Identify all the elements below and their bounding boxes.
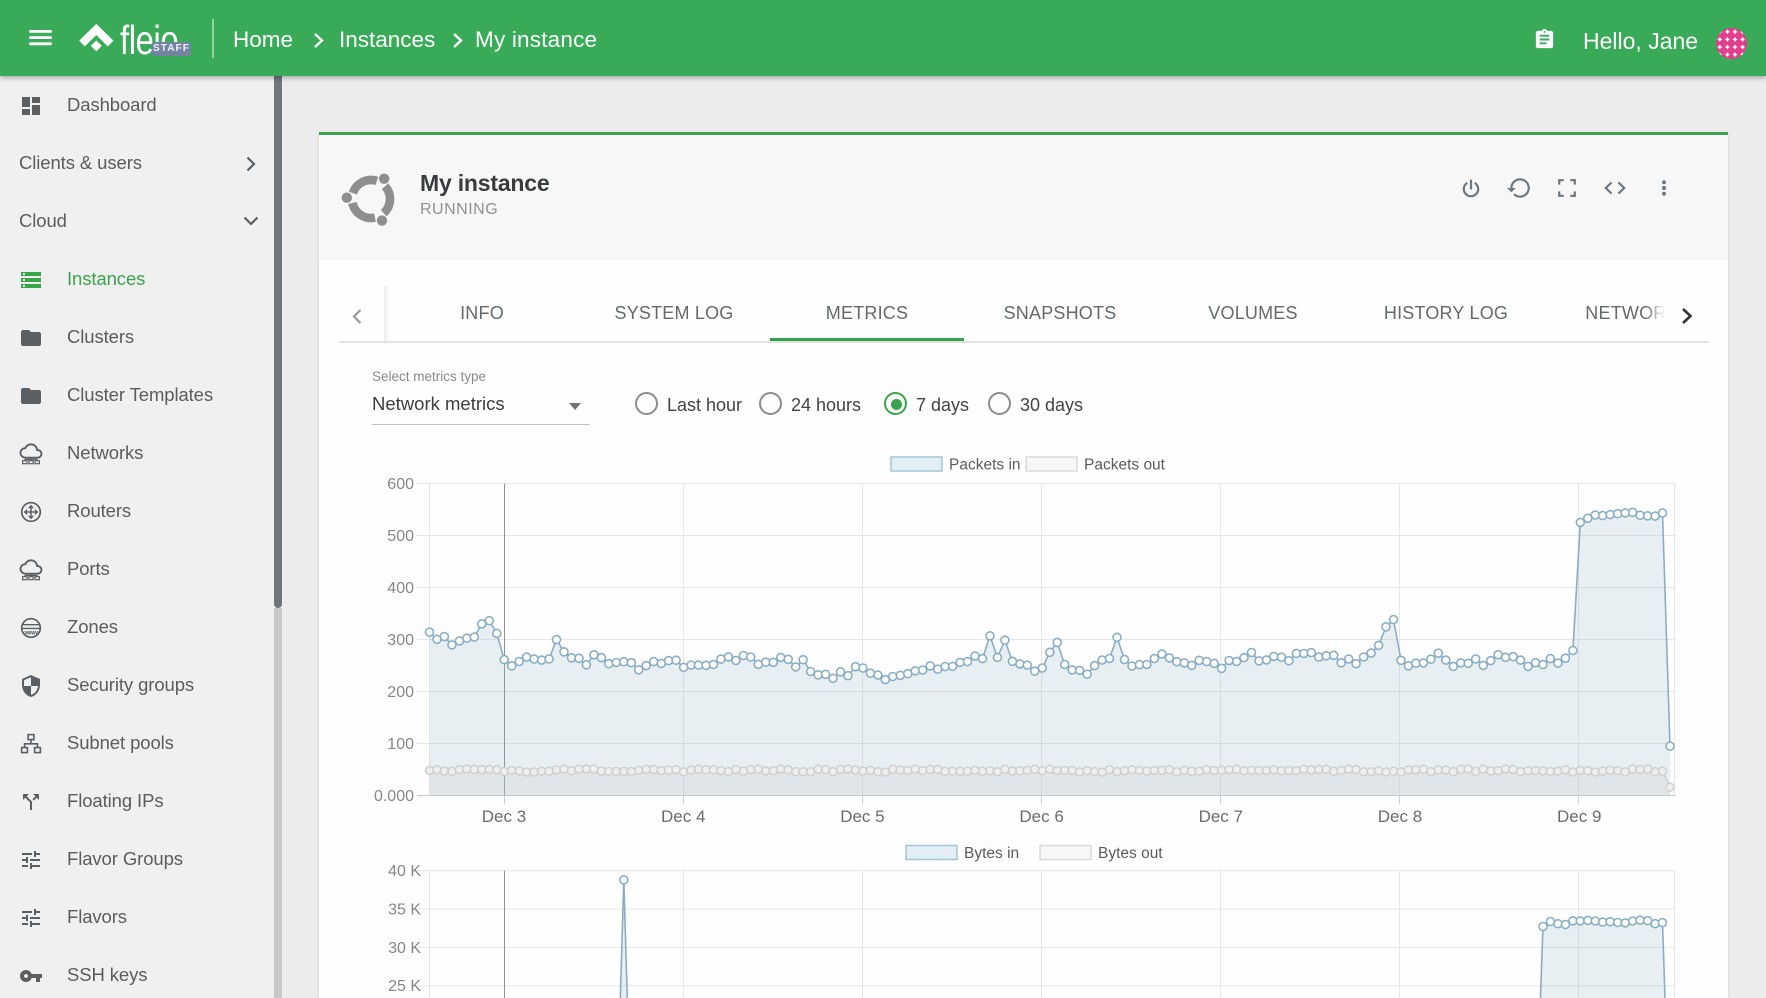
svg-text:Bytes in: Bytes in [964, 845, 1019, 862]
svg-text:Packets out: Packets out [1084, 457, 1166, 474]
svg-text:www: www [24, 629, 39, 636]
svg-text:400: 400 [387, 580, 414, 597]
svg-text:500: 500 [387, 528, 414, 545]
svg-text:200: 200 [387, 684, 414, 701]
svg-text:Dec 9: Dec 9 [1557, 807, 1601, 826]
svg-text:Dec 7: Dec 7 [1199, 807, 1243, 826]
svg-text:0.000: 0.000 [374, 788, 414, 805]
svg-text:100: 100 [387, 736, 414, 753]
svg-text:Dec 6: Dec 6 [1019, 807, 1063, 826]
svg-text:Packets in: Packets in [949, 457, 1021, 474]
svg-text:25 K: 25 K [388, 978, 421, 995]
svg-text:600: 600 [387, 476, 414, 493]
svg-text:Bytes out: Bytes out [1098, 845, 1163, 862]
svg-text:Dec 5: Dec 5 [840, 807, 884, 826]
svg-text:Dec 8: Dec 8 [1378, 807, 1422, 826]
svg-text:Dec 4: Dec 4 [661, 807, 705, 826]
svg-text:35 K: 35 K [388, 901, 421, 918]
svg-text:Dec 3: Dec 3 [482, 807, 526, 826]
svg-text:300: 300 [387, 632, 414, 649]
svg-text:40 K: 40 K [388, 863, 421, 880]
svg-text:30 K: 30 K [388, 940, 421, 957]
